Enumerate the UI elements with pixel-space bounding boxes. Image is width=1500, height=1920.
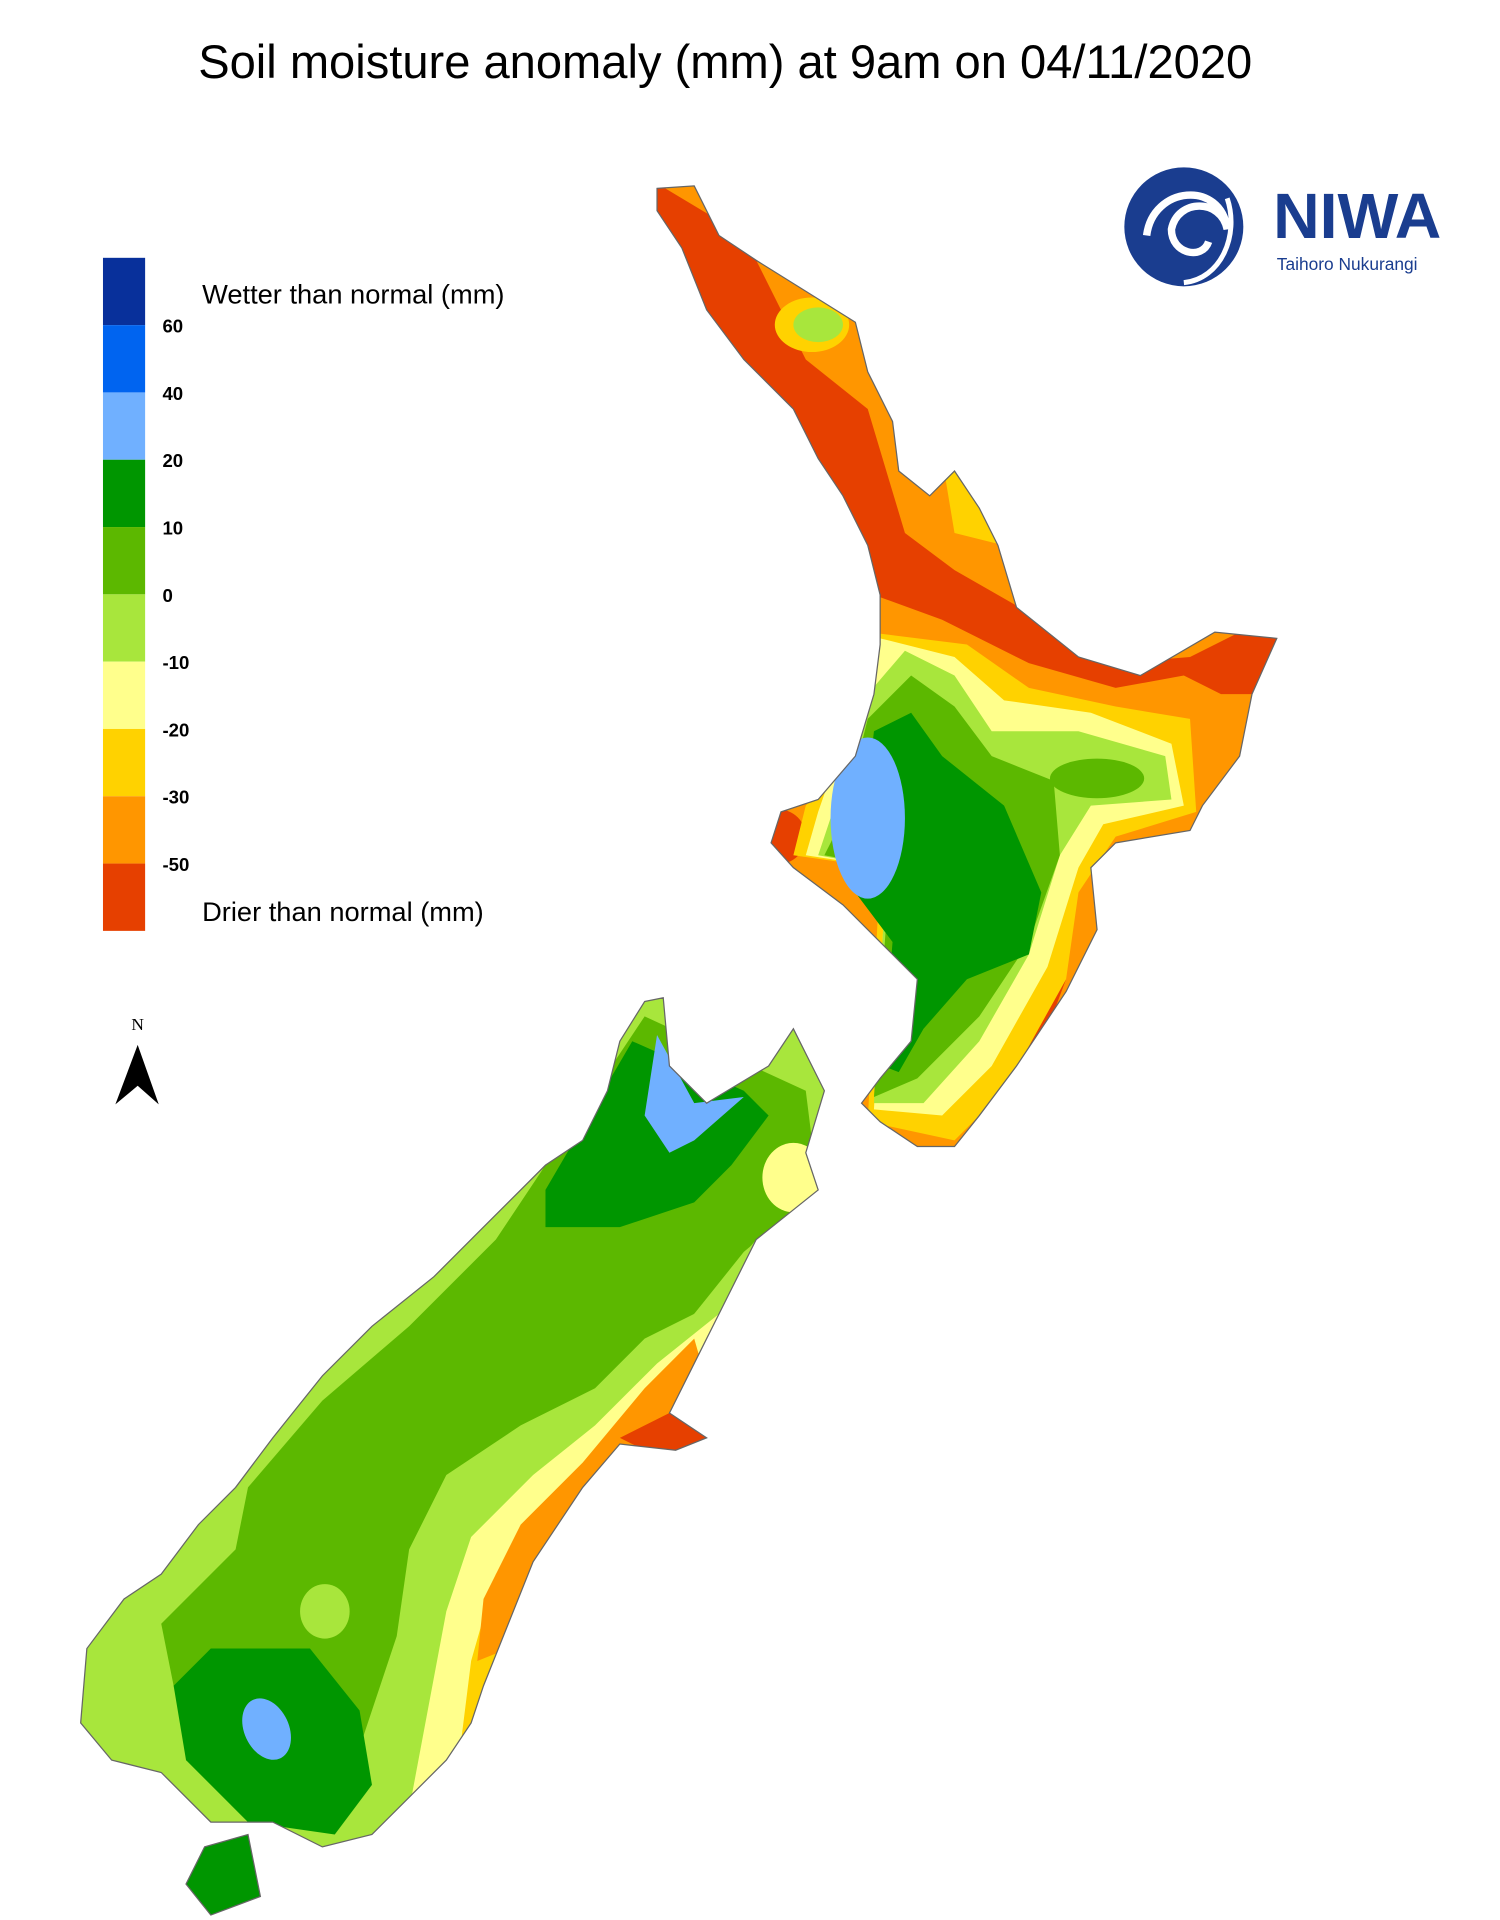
south-island-coast [80, 997, 826, 1848]
legend-label: 0 [162, 585, 172, 606]
logo-name: NIWA [1273, 180, 1441, 252]
legend-swatch [102, 527, 146, 595]
legend-swatch [102, 728, 146, 797]
legend-label: 20 [162, 450, 183, 471]
legend-swatch [102, 594, 146, 662]
north-island [657, 185, 1277, 1147]
legend-swatch [102, 661, 146, 729]
legend-swatch [102, 392, 146, 460]
north-island-coast [656, 185, 1278, 1148]
legend-label: -30 [162, 787, 189, 808]
legend: 60 40 20 10 0 -10 -20 -30 -50 [102, 257, 189, 931]
logo-subtitle: Taihoro Nukurangi [1277, 254, 1418, 274]
legend-swatch [102, 796, 146, 864]
legend-label: -10 [162, 652, 189, 673]
north-arrow [115, 1044, 159, 1105]
north-label: N [131, 1015, 144, 1034]
legend-label: 40 [162, 383, 183, 404]
legend-label: 10 [162, 517, 183, 538]
legend-swatch [102, 257, 146, 326]
legend-label: -20 [162, 719, 189, 740]
south-island [80, 997, 825, 1847]
legend-wetter: Wetter than normal (mm) [202, 279, 504, 310]
map-title: Soil moisture anomaly (mm) at 9am on 04/… [198, 35, 1252, 88]
legend-swatch [102, 325, 146, 393]
legend-label: -50 [162, 854, 189, 875]
legend-swatch [102, 459, 146, 528]
legend-label: 60 [162, 316, 183, 337]
legend-swatch [102, 863, 146, 931]
stewart-island [185, 1833, 262, 1916]
legend-drier: Drier than normal (mm) [202, 896, 484, 927]
niwa-logo: NIWA Taihoro Nukurangi [1124, 167, 1441, 287]
